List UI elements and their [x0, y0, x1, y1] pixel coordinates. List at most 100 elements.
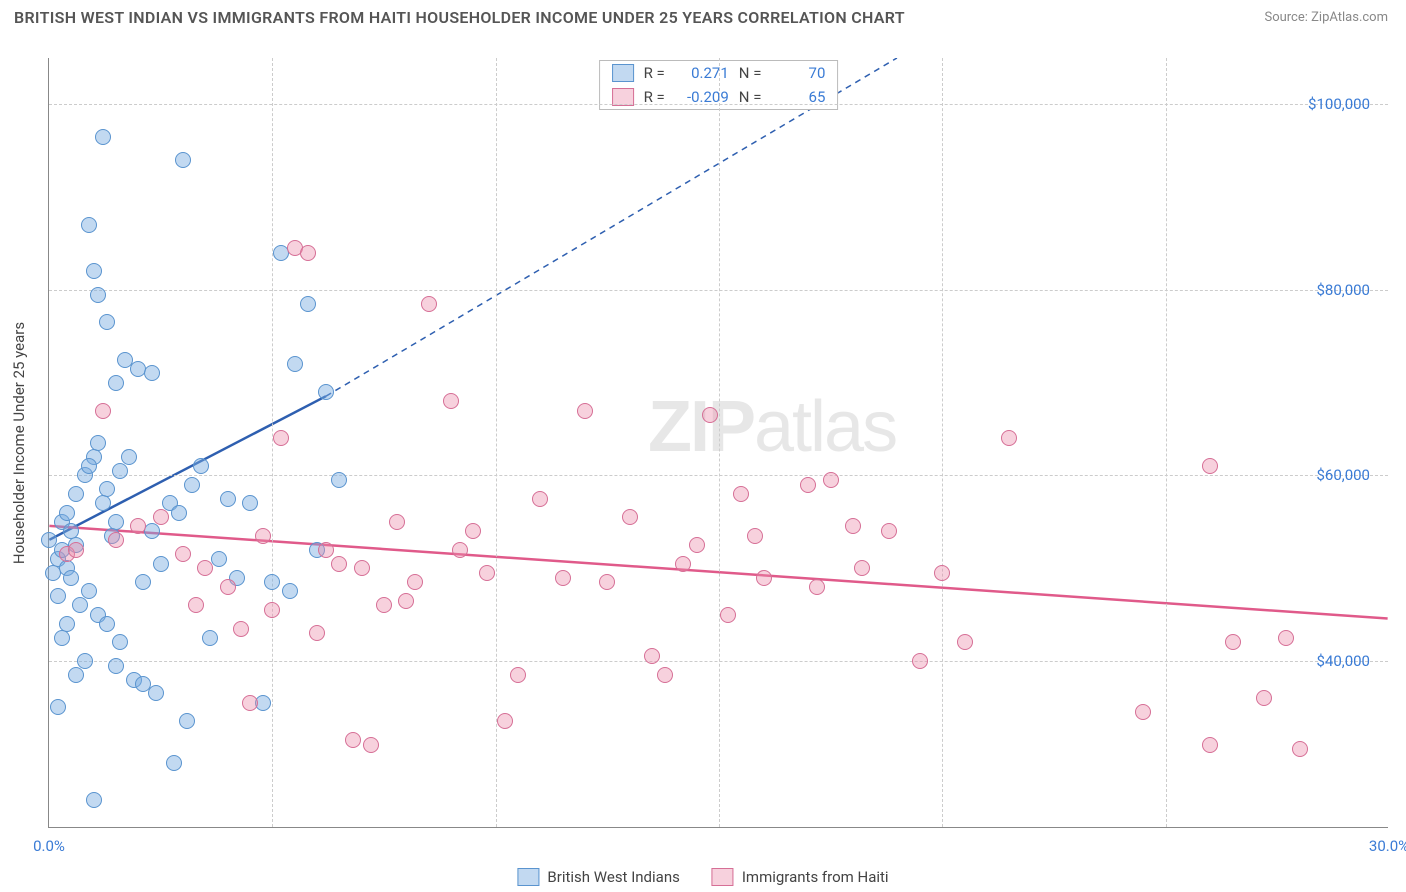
- x-tick-label: 30.0%: [1369, 837, 1406, 855]
- scatter-point: [264, 602, 280, 618]
- scatter-point: [81, 583, 97, 599]
- scatter-point: [443, 393, 459, 409]
- scatter-point: [193, 458, 209, 474]
- footer-legend-label: British West Indians: [547, 868, 679, 886]
- stat-n-value: 65: [771, 88, 825, 106]
- scatter-point: [1256, 690, 1272, 706]
- scatter-point: [112, 634, 128, 650]
- scatter-point: [233, 621, 249, 637]
- scatter-point: [90, 287, 106, 303]
- grid-line-v: [719, 58, 720, 827]
- scatter-point: [809, 579, 825, 595]
- scatter-point: [407, 574, 423, 590]
- x-tick-label: 0.0%: [33, 837, 65, 855]
- scatter-point: [622, 509, 638, 525]
- watermark-atlas: atlas: [754, 387, 896, 467]
- scatter-point: [95, 129, 111, 145]
- scatter-point: [577, 403, 593, 419]
- scatter-point: [184, 477, 200, 493]
- scatter-point: [242, 495, 258, 511]
- scatter-point: [86, 263, 102, 279]
- scatter-point: [800, 477, 816, 493]
- grid-line-v: [496, 58, 497, 827]
- scatter-point: [95, 403, 111, 419]
- y-tick-label: $100,000: [1308, 95, 1370, 113]
- title-bar: BRITISH WEST INDIAN VS IMMIGRANTS FROM H…: [0, 0, 1406, 31]
- scatter-point: [318, 384, 334, 400]
- scatter-point: [112, 463, 128, 479]
- scatter-point: [497, 713, 513, 729]
- y-axis-title: Householder Income Under 25 years: [10, 321, 28, 563]
- y-tick-label: $80,000: [1316, 281, 1370, 299]
- scatter-point: [153, 556, 169, 572]
- scatter-point: [1202, 737, 1218, 753]
- watermark: ZIPatlas: [648, 386, 896, 468]
- chart-plot-area: Householder Income Under 25 years ZIPatl…: [48, 58, 1388, 828]
- scatter-point: [108, 532, 124, 548]
- footer-legend: British West Indians Immigrants from Hait…: [517, 868, 888, 886]
- legend-swatch: [612, 88, 634, 106]
- stat-r-value: 0.271: [675, 64, 729, 82]
- scatter-point: [452, 542, 468, 558]
- scatter-point: [300, 296, 316, 312]
- scatter-point: [465, 523, 481, 539]
- grid-line-v: [1166, 58, 1167, 827]
- scatter-point: [99, 314, 115, 330]
- scatter-point: [363, 737, 379, 753]
- scatter-point: [211, 551, 227, 567]
- scatter-point: [108, 658, 124, 674]
- scatter-point: [657, 667, 673, 683]
- scatter-point: [331, 472, 347, 488]
- scatter-point: [63, 570, 79, 586]
- y-tick-label: $60,000: [1316, 466, 1370, 484]
- scatter-point: [1001, 430, 1017, 446]
- scatter-point: [171, 505, 187, 521]
- scatter-point: [1278, 630, 1294, 646]
- scatter-point: [99, 616, 115, 632]
- scatter-point: [282, 583, 298, 599]
- grid-line-v: [942, 58, 943, 827]
- scatter-point: [532, 491, 548, 507]
- y-tick-label: $40,000: [1316, 652, 1370, 670]
- scatter-point: [188, 597, 204, 613]
- scatter-point: [1225, 634, 1241, 650]
- scatter-point: [220, 491, 236, 507]
- scatter-point: [720, 607, 736, 623]
- scatter-point: [220, 579, 236, 595]
- scatter-point: [81, 217, 97, 233]
- scatter-point: [175, 546, 191, 562]
- watermark-zip: ZIP: [648, 387, 754, 467]
- scatter-point: [90, 435, 106, 451]
- scatter-point: [854, 560, 870, 576]
- scatter-point: [130, 518, 146, 534]
- source-label: Source: ZipAtlas.com: [1264, 10, 1388, 25]
- scatter-point: [398, 593, 414, 609]
- stat-r-value: -0.209: [675, 88, 729, 106]
- footer-legend-label: Immigrants from Haiti: [742, 868, 889, 886]
- stat-n-label: N =: [739, 88, 762, 106]
- scatter-point: [309, 625, 325, 641]
- scatter-point: [733, 486, 749, 502]
- scatter-point: [881, 523, 897, 539]
- stat-r-label: R =: [644, 64, 665, 82]
- legend-swatch: [517, 868, 539, 886]
- stat-n-value: 70: [771, 64, 825, 82]
- scatter-point: [273, 430, 289, 446]
- scatter-point: [81, 458, 97, 474]
- legend-swatch: [612, 64, 634, 82]
- scatter-point: [197, 560, 213, 576]
- scatter-point: [86, 792, 102, 808]
- scatter-point: [934, 565, 950, 581]
- scatter-point: [242, 695, 258, 711]
- scatter-point: [845, 518, 861, 534]
- scatter-point: [957, 634, 973, 650]
- scatter-point: [135, 574, 151, 590]
- scatter-point: [50, 699, 66, 715]
- stat-n-label: N =: [739, 64, 762, 82]
- stat-r-label: R =: [644, 88, 665, 106]
- scatter-point: [95, 495, 111, 511]
- scatter-point: [50, 588, 66, 604]
- scatter-point: [1292, 741, 1308, 757]
- scatter-point: [264, 574, 280, 590]
- scatter-point: [389, 514, 405, 530]
